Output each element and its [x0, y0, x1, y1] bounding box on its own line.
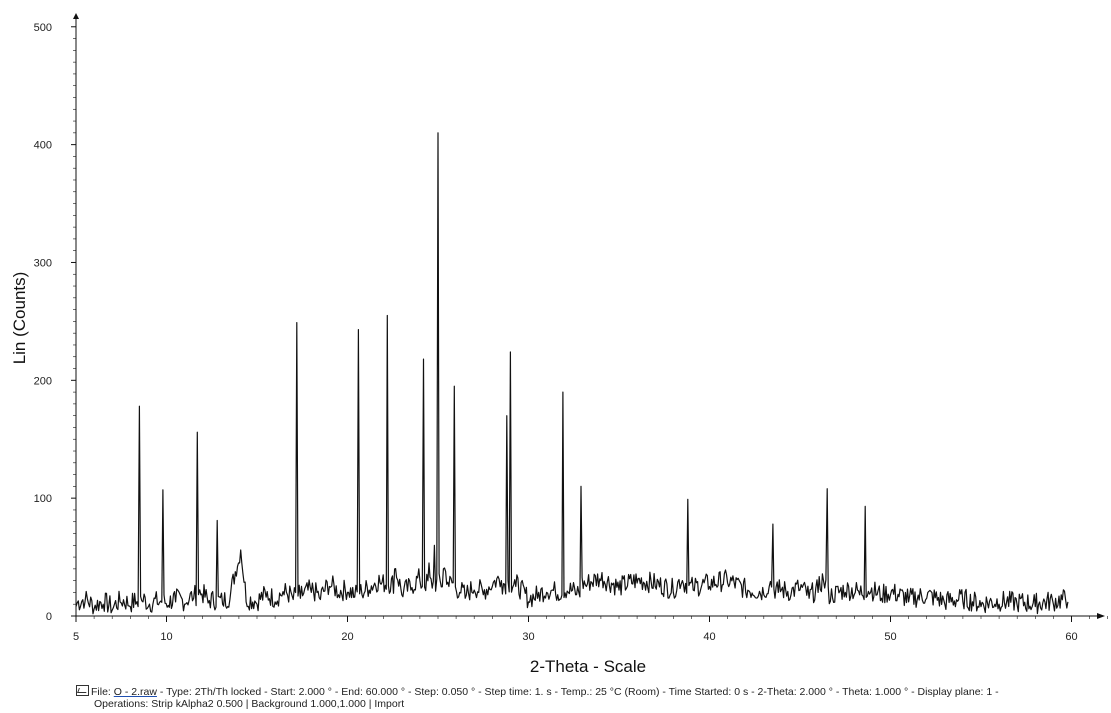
series-line [75, 132, 1069, 615]
x-tick-label: 5 [73, 631, 79, 643]
x-axis-title: 2-Theta - Scale [530, 657, 646, 676]
y-tick-label: 0 [46, 611, 52, 623]
scan-parameters: - Type: 2Th/Th locked - Start: 2.000 ° -… [159, 686, 999, 698]
y-axis-arrow [73, 13, 79, 19]
x-tick-label: 50 [884, 631, 896, 643]
scan-info-footer: File: O - 2.raw - Type: 2Th/Th locked - … [76, 685, 999, 710]
file-prefix: File: [91, 686, 111, 698]
x-tick-label: 20 [341, 631, 353, 643]
y-tick-label: 500 [34, 22, 52, 34]
x-tick-label: 40 [703, 631, 715, 643]
xrd-chart: 0 100 200 300 400 500 5 10 20 30 40 50 60 2-Theta - … [10, 13, 1108, 676]
y-tick-label: 100 [34, 493, 52, 505]
x-tick-label: 30 [522, 631, 534, 643]
scan-info-line-1: File: O - 2.raw - Type: 2Th/Th locked - … [76, 685, 999, 698]
y-tick-label: 200 [34, 375, 52, 387]
x-tick-label: 60 [1065, 631, 1077, 643]
file-name: O - 2.raw [113, 686, 157, 698]
y-axis-title: Lin (Counts) [10, 272, 29, 365]
y-tick-label: 300 [34, 257, 52, 269]
peak-marks [138, 132, 866, 551]
ticks: 0 100 200 300 400 500 5 10 20 30 40 50 60 [34, 22, 1108, 643]
x-tick-label: 10 [160, 631, 172, 643]
scan-file-icon [76, 685, 89, 696]
axes [73, 13, 1105, 619]
y-tick-label: 400 [34, 140, 52, 152]
scan-info-line-2: Operations: Strip kAlpha2 0.500 | Backgr… [94, 698, 405, 710]
x-axis-arrow [1097, 613, 1105, 619]
